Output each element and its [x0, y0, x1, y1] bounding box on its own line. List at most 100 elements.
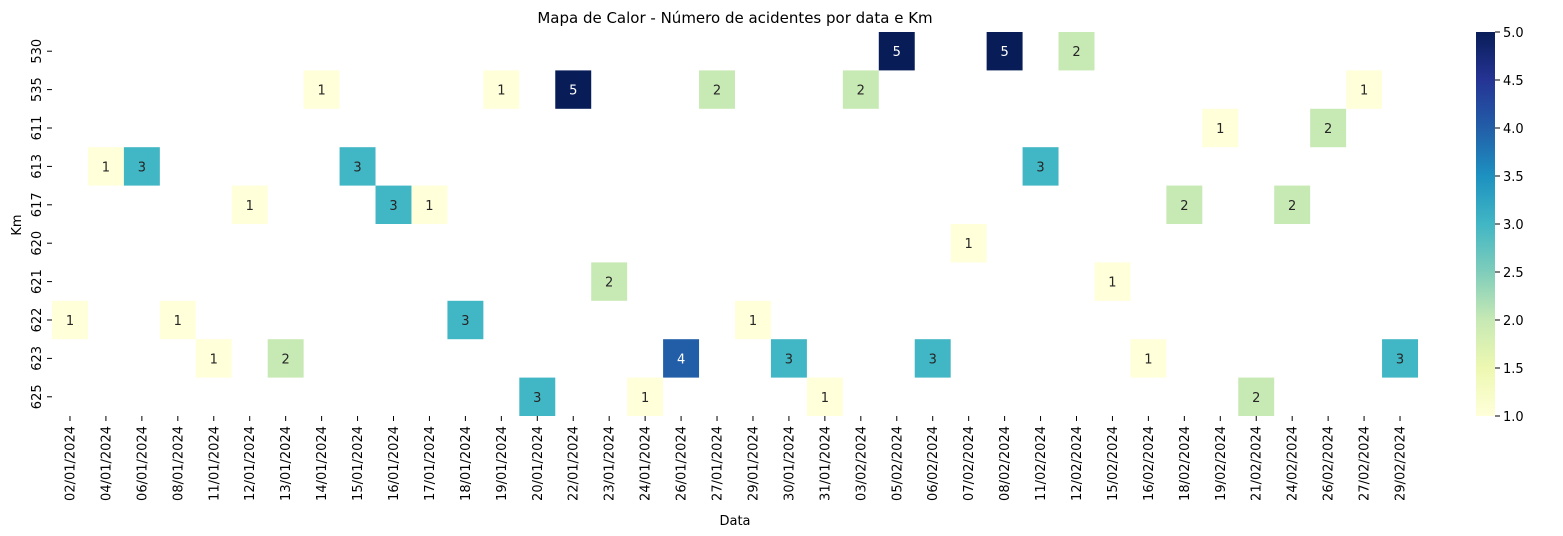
heatmap-cell — [483, 70, 520, 109]
cell-value-label: 2 — [1252, 391, 1260, 406]
colorbar: 1.0 1.5 2.0 2.5 3.0 3.5 4.0 4.5 5.0 — [1476, 26, 1524, 425]
heatmap-cell — [1382, 339, 1418, 378]
colorbar-tick-label: 3.5 — [1503, 170, 1524, 185]
heatmap-cell — [1238, 377, 1275, 416]
heatmap-cells: 5 5 2 1 1 5 2 2 1 1 2 1 3 3 3 1 3 1 2 2 1 2 1 1 1 3 1 1 2 4 3 3 1 3 3 1 1 2 — [52, 32, 1418, 416]
heatmap-cell — [195, 339, 232, 378]
colorbar-tick-label: 5.0 — [1503, 26, 1524, 41]
cell-value-label: 3 — [461, 314, 469, 329]
y-axis-ticks: 530 535 611 613 617 620 621 622 623 625 — [30, 39, 52, 409]
y-tick-label: 620 — [30, 231, 45, 256]
heatmap-cell — [699, 70, 735, 109]
x-tick-label: 17/01/2024 — [423, 426, 438, 501]
cell-value-label: 1 — [246, 199, 254, 214]
x-tick-label: 15/01/2024 — [351, 426, 366, 501]
cell-value-label: 2 — [1324, 122, 1332, 137]
chart-title: Mapa de Calor - Número de acidentes por … — [537, 9, 932, 27]
colorbar-tick-label: 2.5 — [1503, 266, 1524, 281]
x-axis-label: Data — [719, 514, 750, 529]
x-tick-label: 27/02/2024 — [1358, 426, 1373, 501]
colorbar-tick-label: 1.5 — [1503, 362, 1524, 377]
x-tick-label: 11/02/2024 — [1034, 426, 1049, 501]
x-tick-label: 08/01/2024 — [171, 426, 186, 501]
cell-value-label: 1 — [821, 391, 829, 406]
cell-value-label: 2 — [1288, 199, 1296, 214]
x-tick-label: 19/01/2024 — [495, 426, 510, 501]
x-tick-label: 22/01/2024 — [567, 426, 582, 501]
x-axis-ticks: 02/01/2024 04/01/2024 06/01/2024 08/01/2024… — [63, 416, 1409, 501]
x-tick-label: 20/01/2024 — [531, 426, 546, 501]
cell-value-label: 3 — [533, 391, 541, 406]
x-tick-label: 12/01/2024 — [243, 426, 258, 501]
x-tick-label: 07/02/2024 — [962, 426, 977, 501]
heatmap-cell — [519, 377, 556, 416]
x-tick-label: 15/02/2024 — [1106, 426, 1121, 501]
cell-value-label: 1 — [965, 237, 973, 252]
heatmap-cell — [375, 185, 412, 224]
heatmap-cell — [447, 300, 484, 340]
x-tick-label: 03/02/2024 — [854, 426, 869, 501]
x-tick-label: 06/01/2024 — [135, 426, 150, 501]
colorbar-tick-label: 1.0 — [1503, 410, 1524, 425]
heatmap-cell — [339, 147, 376, 186]
x-tick-label: 12/02/2024 — [1070, 426, 1085, 501]
x-tick-label: 24/01/2024 — [639, 426, 654, 501]
heatmap-cell — [1166, 185, 1203, 224]
cell-value-label: 3 — [138, 160, 146, 175]
heatmap-cell — [1094, 262, 1131, 301]
y-tick-label: 623 — [30, 346, 45, 371]
y-tick-label: 613 — [30, 154, 45, 179]
y-tick-label: 611 — [30, 116, 45, 141]
x-tick-label: 31/01/2024 — [818, 426, 833, 501]
heatmap-cell — [1058, 32, 1095, 71]
colorbar-gradient — [1476, 32, 1495, 416]
cell-value-label: 2 — [1180, 199, 1188, 214]
x-tick-label: 13/01/2024 — [279, 426, 294, 501]
x-tick-label: 23/01/2024 — [603, 426, 618, 501]
x-tick-label: 29/02/2024 — [1394, 426, 1409, 501]
cell-value-label: 3 — [353, 160, 361, 175]
cell-value-label: 1 — [102, 160, 110, 175]
cell-value-label: 4 — [677, 352, 685, 367]
x-tick-label: 26/01/2024 — [675, 426, 690, 501]
heatmap-cell — [627, 377, 664, 416]
heatmap-cell — [1130, 339, 1167, 378]
heatmap-cell — [231, 185, 268, 224]
x-tick-label: 18/01/2024 — [459, 426, 474, 501]
cell-value-label: 5 — [569, 84, 577, 99]
heatmap-cell — [1022, 147, 1059, 186]
heatmap-cell — [986, 32, 1023, 71]
heatmap-cell — [87, 147, 124, 186]
x-tick-label: 11/01/2024 — [207, 426, 222, 501]
cell-value-label: 3 — [1036, 160, 1044, 175]
cell-value-label: 2 — [857, 84, 865, 99]
cell-value-label: 2 — [713, 84, 721, 99]
heatmap-cell — [1202, 108, 1239, 148]
heatmap-cell — [591, 262, 628, 301]
cell-value-label: 2 — [605, 276, 613, 291]
x-tick-label: 30/01/2024 — [782, 426, 797, 501]
heatmap-cell — [123, 147, 160, 186]
cell-value-label: 5 — [1000, 45, 1008, 60]
x-tick-label: 14/01/2024 — [315, 426, 330, 501]
x-tick-label: 26/02/2024 — [1322, 426, 1337, 501]
cell-value-label: 1 — [1144, 352, 1152, 367]
x-tick-label: 19/02/2024 — [1214, 426, 1229, 501]
cell-value-label: 1 — [317, 84, 325, 99]
cell-value-label: 1 — [210, 352, 218, 367]
x-tick-label: 29/01/2024 — [746, 426, 761, 501]
y-tick-label: 622 — [30, 308, 45, 333]
y-tick-label: 617 — [30, 192, 45, 217]
heatmap-cell — [1274, 185, 1311, 224]
cell-value-label: 3 — [785, 352, 793, 367]
colorbar-tick-label: 4.0 — [1503, 122, 1524, 137]
cell-value-label: 1 — [1108, 276, 1116, 291]
x-tick-label: 27/01/2024 — [711, 426, 726, 501]
y-axis-label: Km — [10, 214, 25, 235]
cell-value-label: 1 — [749, 314, 757, 329]
heatmap-cell — [663, 339, 700, 378]
cell-value-label: 5 — [893, 45, 901, 60]
x-tick-label: 08/02/2024 — [998, 426, 1013, 501]
cell-value-label: 1 — [1216, 122, 1224, 137]
